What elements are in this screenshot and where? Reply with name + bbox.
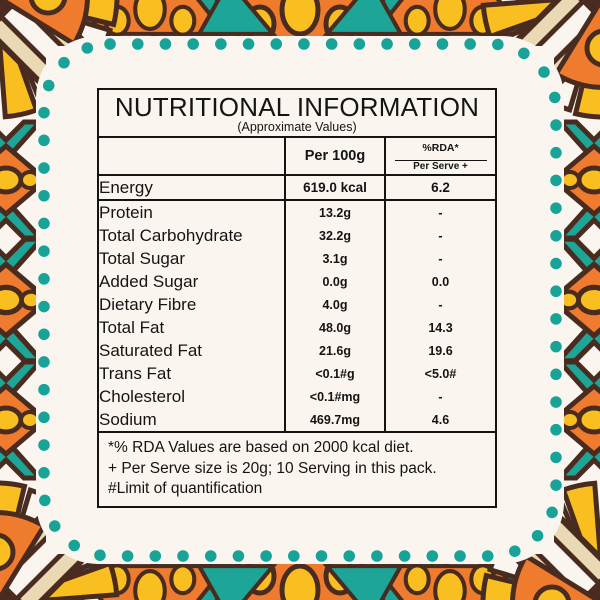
rda-header-line2: Per Serve + [394,160,487,172]
column-header-per-100g: Per 100g [284,138,385,177]
nutrient-rda-value: <5.0# [384,362,495,386]
table-row: Saturated Fat 21.6g 19.6 [99,339,495,363]
nutrient-per-100g-value: 13.2g [284,200,385,225]
nutrient-per-100g-value: 21.6g [284,339,385,363]
table-row: Total Sugar 3.1g - [99,247,495,271]
label-title-block: NUTRITIONAL INFORMATION (Approximate Val… [99,90,495,139]
footnote: + Per Serve size is 20g; 10 Serving in t… [108,459,437,477]
nutrient-per-100g-value: <0.1#g [284,362,385,386]
nutrient-per-100g-value: 619.0 kcal [284,175,385,202]
nutrient-name: Energy [99,175,285,202]
table-row: Cholesterol <0.1#mg - [99,385,495,409]
table-row: Total Carbohydrate 32.2g - [99,224,495,248]
table-row: Sodium 469.7mg 4.6 [99,408,495,432]
nutrient-per-100g-value: 469.7mg [284,408,385,432]
nutrient-rda-value: - [384,385,495,409]
nutrient-rda-value: - [384,293,495,317]
nutrient-rda-value: - [384,224,495,248]
nutrient-name: Sodium [99,409,157,429]
table-row: Energy 619.0 kcal 6.2 [99,175,495,202]
nutrient-name: Dietary Fibre [99,294,197,314]
nutrient-per-100g-value: 32.2g [284,224,385,248]
column-header-rda: %RDA* Per Serve + [384,138,495,177]
nutrient-rda-value: - [384,200,495,225]
nutrient-name: Protein [99,202,153,222]
nutrient-per-100g-value: 3.1g [284,247,385,271]
footnotes-block: *% RDA Values are based on 2000 kcal die… [99,431,495,506]
nutrient-name: Trans Fat [99,363,172,383]
nutrient-name: Added Sugar [99,271,199,291]
table-row: Total Fat 48.0g 14.3 [99,316,495,340]
nutrient-name: Total Carbohydrate [99,225,243,245]
nutrition-table: Per 100g %RDA* Per Serve + Energy 619.0 k… [99,138,495,432]
nutrient-rda-value: 0.0 [384,270,495,294]
nutrient-per-100g-value: 4.0g [284,293,385,317]
nutrition-facts-card: NUTRITIONAL INFORMATION (Approximate Val… [97,88,497,509]
table-row: Added Sugar 0.0g 0.0 [99,270,495,294]
nutrient-rda-value: 14.3 [384,316,495,340]
nutrient-rda-value: 6.2 [384,175,495,202]
nutrient-name: Total Fat [99,317,165,337]
table-row: Dietary Fibre 4.0g - [99,293,495,317]
nutrient-rda-value: 19.6 [384,339,495,363]
nutrient-name: Total Sugar [99,248,185,268]
footnote: *% RDA Values are based on 2000 kcal die… [108,439,414,457]
nutrient-per-100g-value: <0.1#mg [284,385,385,409]
nutrient-name: Saturated Fat [99,340,203,360]
nutrient-name: Cholesterol [99,386,185,406]
nutrient-per-100g-value: 0.0g [284,270,385,294]
label-subtitle: (Approximate Values) [237,119,357,134]
column-header-nutrient [99,138,285,177]
footnote: #Limit of quantification [108,480,263,498]
nutrient-rda-value: - [384,247,495,271]
table-row: Protein 13.2g - [99,200,495,225]
nutrient-rda-value: 4.6 [384,408,495,432]
table-row: Trans Fat <0.1#g <5.0# [99,362,495,386]
rda-header-line1: %RDA* [422,142,459,155]
nutrient-per-100g-value: 48.0g [284,316,385,340]
page-title: NUTRITIONAL INFORMATION [114,92,480,122]
table-header-row: Per 100g %RDA* Per Serve + [99,138,495,177]
